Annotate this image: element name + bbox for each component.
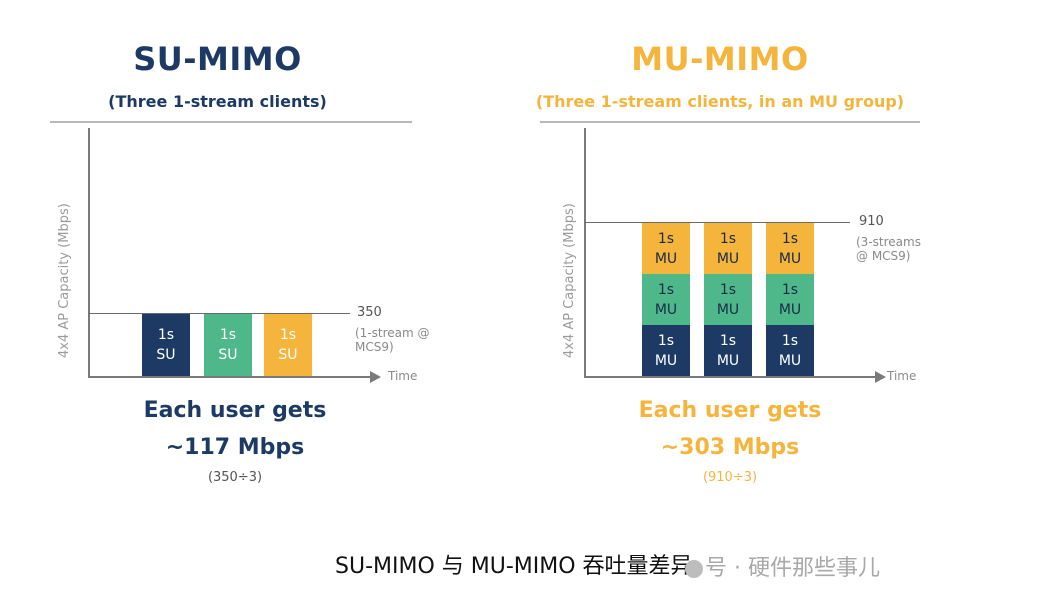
mu-stat-line1: Each user gets	[638, 398, 822, 423]
su-capacity-line	[88, 313, 350, 314]
su-x-axis-arrow-icon	[370, 371, 381, 383]
mu-block-c3-top: 1s MU	[766, 223, 814, 274]
mu-block-label-1: 1s	[657, 332, 675, 349]
mu-mimo-panel: MU-MIMO (Three 1-stream clients, in an M…	[510, 0, 930, 520]
mu-x-axis-label: Time	[887, 369, 917, 383]
wechat-icon	[685, 560, 703, 578]
su-block-3-line1: 1s	[279, 327, 297, 343]
mu-block-label-2: MU	[716, 250, 740, 267]
mu-block-c2-bot: 1s MU	[704, 325, 752, 376]
su-y-axis-label: 4x4 AP Capacity (Mbps)	[57, 203, 72, 358]
su-block-3-line2: SU	[278, 347, 298, 363]
mu-block-c2-mid: 1s MU	[704, 274, 752, 325]
watermark: 号 · 硬件那些事儿	[685, 550, 880, 582]
su-block-1-line1: 1s	[157, 327, 175, 343]
mu-stat-line2: ~303 Mbps	[660, 435, 800, 460]
mu-block-label-2: MU	[654, 352, 678, 369]
su-block-2: 1s SU	[204, 314, 252, 376]
mu-block-c2-top: 1s MU	[704, 223, 752, 274]
su-block-2-line1: 1s	[219, 327, 237, 343]
mu-block-label-1: 1s	[657, 281, 675, 298]
mu-block-label-1: 1s	[781, 281, 799, 298]
su-x-axis-label: Time	[388, 369, 418, 383]
su-capacity-note: (1-stream @ MCS9)	[355, 326, 430, 354]
mu-title-rule	[540, 121, 920, 123]
su-capacity-value: 350	[357, 305, 382, 320]
mu-block-c1-mid: 1s MU	[642, 274, 690, 325]
mu-subtitle: (Three 1-stream clients, in an MU group)	[535, 92, 905, 111]
su-block-1-line2: SU	[156, 347, 176, 363]
mu-block-c1-bot: 1s MU	[642, 325, 690, 376]
mu-block-label-1: 1s	[781, 230, 799, 247]
mu-capacity-value: 910	[859, 214, 884, 229]
mu-block-label-2: MU	[778, 301, 802, 318]
mu-block-label-2: MU	[778, 250, 802, 267]
mu-capacity-note: (3-streams @ MCS9)	[856, 235, 921, 263]
su-block-3: 1s SU	[264, 314, 312, 376]
su-mimo-panel: SU-MIMO (Three 1-stream clients) 4x4 AP …	[35, 0, 435, 520]
su-block-1: 1s SU	[142, 314, 190, 376]
mu-x-axis-arrow-icon	[875, 371, 886, 383]
mu-block-c3-bot: 1s MU	[766, 325, 814, 376]
su-subtitle: (Three 1-stream clients)	[108, 92, 327, 111]
su-title-rule	[50, 121, 412, 123]
mu-block-label-2: MU	[716, 301, 740, 318]
mu-block-c1-top: 1s MU	[642, 223, 690, 274]
su-stat-line1: Each user gets	[143, 398, 327, 423]
mu-block-label-2: MU	[716, 352, 740, 369]
mu-block-c3-mid: 1s MU	[766, 274, 814, 325]
su-block-2-line2: SU	[218, 347, 238, 363]
mu-block-label-1: 1s	[719, 281, 737, 298]
su-stat-line3: (350÷3)	[207, 470, 263, 485]
mu-y-axis-label: 4x4 AP Capacity (Mbps)	[562, 203, 577, 358]
mu-block-label-1: 1s	[657, 230, 675, 247]
mu-block-label-1: 1s	[781, 332, 799, 349]
su-x-axis	[88, 376, 371, 378]
mu-y-axis	[584, 128, 586, 378]
mu-x-axis	[584, 376, 876, 378]
mu-capacity-line	[584, 222, 850, 223]
mu-block-label-2: MU	[654, 250, 678, 267]
mu-title: MU-MIMO	[631, 40, 809, 78]
mu-stat-line3: (910÷3)	[702, 470, 758, 485]
mu-block-label-2: MU	[778, 352, 802, 369]
su-stat-line2: ~117 Mbps	[165, 435, 305, 460]
figure-caption: SU-MIMO 与 MU-MIMO 吞吐量差异	[335, 554, 693, 579]
su-title: SU-MIMO	[133, 40, 302, 78]
mu-block-label-1: 1s	[719, 332, 737, 349]
watermark-text: 号 · 硬件那些事儿	[705, 556, 880, 581]
mu-block-label-2: MU	[654, 301, 678, 318]
su-y-axis	[88, 128, 90, 378]
mu-block-label-1: 1s	[719, 230, 737, 247]
